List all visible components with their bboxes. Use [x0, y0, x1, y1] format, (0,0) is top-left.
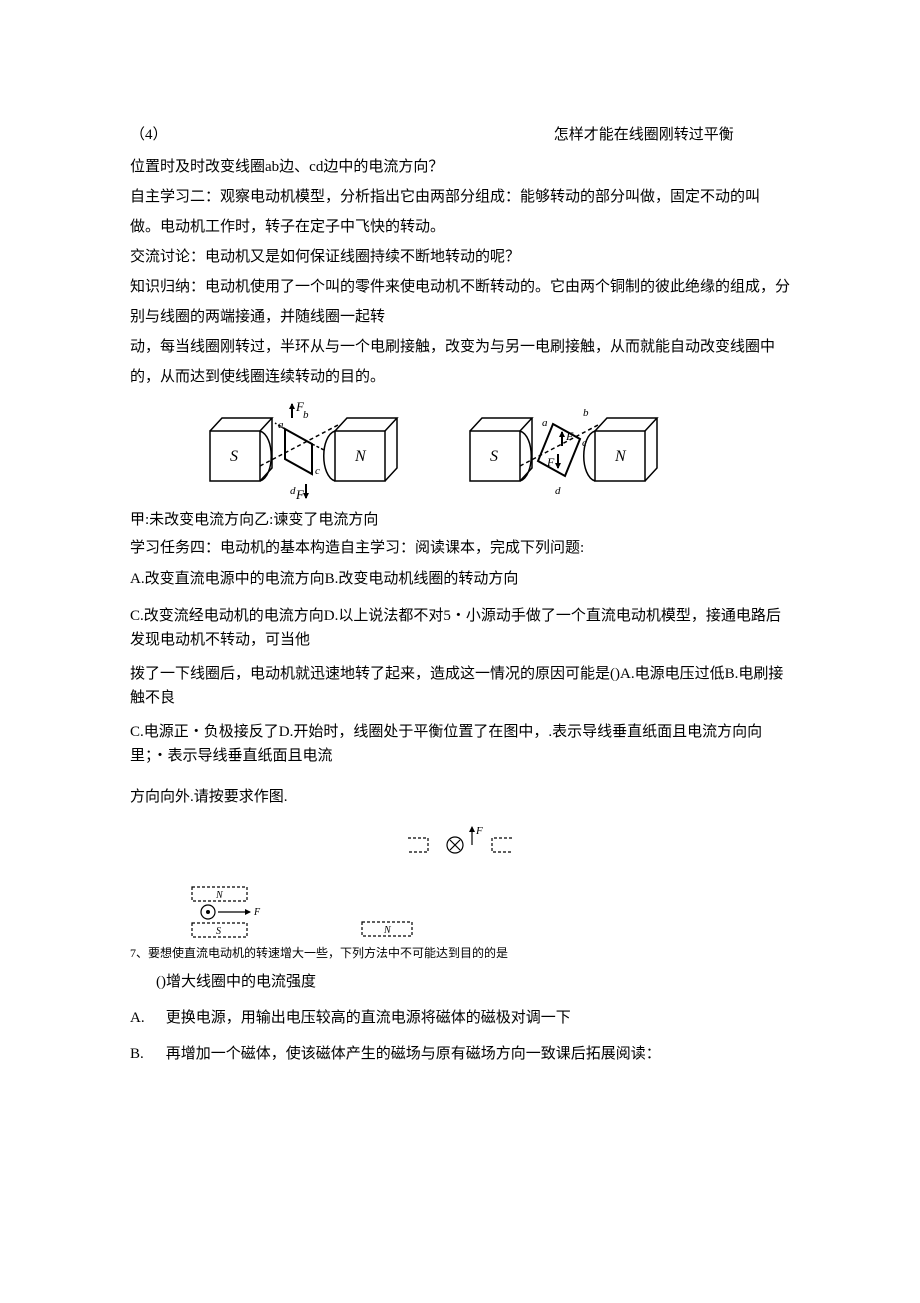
- label-d: d: [290, 485, 296, 497]
- label-F-bot: F: [295, 487, 305, 502]
- label-b2: b: [583, 407, 589, 419]
- label-N: N: [354, 448, 367, 465]
- small-fig-svg-3: N: [360, 920, 420, 940]
- paragraph-10: 拨了一下线圈后，电动机就迅速地转了起来，造成这一情况的原因可能是()A.电源电压…: [130, 662, 790, 710]
- option-A: A. 更换电源，用输出电压较高的直流电源将磁体的磁极对调一下: [130, 1003, 790, 1033]
- paragraph-4: 交流讨论：电动机又是如何保证线圈持续不断地转动的呢？: [130, 242, 790, 272]
- label-c2: c: [582, 437, 587, 449]
- optA-label: A.: [130, 1003, 162, 1033]
- label-S2: S: [490, 448, 498, 465]
- label-a: a: [278, 419, 284, 431]
- label-S: S: [230, 448, 238, 465]
- paragraph-9: C.改变流经电动机的电流方向D.以上说法都不对5・小源动手做了一个直流电动机模型…: [130, 604, 790, 652]
- paragraph-14: ()增大线圈中的电流强度: [130, 967, 790, 997]
- motor-diagrams-row: S N F F a b c d: [130, 396, 790, 506]
- diagram-caption: 甲:未改变电流方向乙:谏变了电流方向: [130, 508, 790, 532]
- label-b: b: [303, 409, 309, 421]
- optB-label: B.: [130, 1039, 162, 1069]
- optB-text: 再增加一个磁体，使该磁体产生的磁场与原有磁场方向一致课后拓展阅读：: [166, 1046, 661, 1062]
- small-figure-top: F: [130, 822, 790, 875]
- optA-text: 更换电源，用输出电压较高的直流电源将磁体的磁极对调一下: [166, 1010, 571, 1026]
- question-4-line1: （4） 怎样才能在线圈刚转过平衡: [130, 120, 790, 150]
- q4-number: （4）: [130, 120, 550, 150]
- label-F2a: F: [565, 429, 574, 443]
- small-fig2-S: S: [216, 926, 221, 937]
- paragraph-13: 7、要想使直流电动机的转速增大一些，下列方法中不可能达到目的的是: [130, 944, 790, 963]
- motor-diagram-left: S N F F a b c d: [200, 396, 400, 506]
- paragraph-8: A.改变直流电源中的电流方向B.改变电动机线圈的转动方向: [130, 564, 790, 594]
- paragraph-11: C.电源正・负极接反了D.开始时，线圈处于平衡位置了在图中，.表示导线垂直纸面且…: [130, 720, 790, 768]
- label-c: c: [315, 465, 320, 477]
- small-fig-svg-2: N F S: [180, 885, 280, 940]
- label-F2b: F: [546, 455, 555, 469]
- paragraph-6: 动，每当线圈刚转过，半环从与一个电刷接触，改变为与另一电刷接触，从而就能自动改变…: [130, 332, 790, 392]
- q4-tail: 怎样才能在线圈刚转过平衡: [554, 127, 734, 143]
- small-fig2-F: F: [253, 907, 261, 918]
- small-fig1-F: F: [475, 825, 483, 837]
- paragraph-12: 方向向外.请按要求作图.: [130, 782, 790, 812]
- paragraph-2: 自主学习二：观察电动机模型，分析指出它由两部分组成：能够转动的部分叫做，固定不动…: [130, 182, 790, 212]
- document-page: （4） 怎样才能在线圈刚转过平衡 位置时及时改变线圈ab边、cd边中的电流方向？…: [0, 0, 920, 1303]
- label-N2: N: [614, 448, 627, 465]
- small-fig-svg-1: F: [400, 822, 520, 864]
- label-a2: a: [542, 417, 548, 429]
- motor-diagram-right: S N F F a b c d: [460, 396, 660, 506]
- paragraph-1: 位置时及时改变线圈ab边、cd边中的电流方向？: [130, 152, 790, 182]
- small-fig2-N: N: [215, 890, 224, 901]
- paragraph-3: 做。电动机工作时，转子在定子中飞快的转动。: [130, 212, 790, 242]
- paragraph-5: 知识归纳：电动机使用了一个叫的零件来使电动机不断转动的。它由两个铜制的彼此绝缘的…: [130, 272, 790, 332]
- label-d2: d: [555, 485, 561, 497]
- small-fig3-N: N: [383, 925, 392, 936]
- small-figure-row2: N F S N: [130, 885, 790, 940]
- option-B: B. 再增加一个磁体，使该磁体产生的磁场与原有磁场方向一致课后拓展阅读：: [130, 1039, 790, 1069]
- paragraph-7: 学习任务四：电动机的基本构造自主学习：阅读课本，完成下列问题:: [130, 536, 790, 560]
